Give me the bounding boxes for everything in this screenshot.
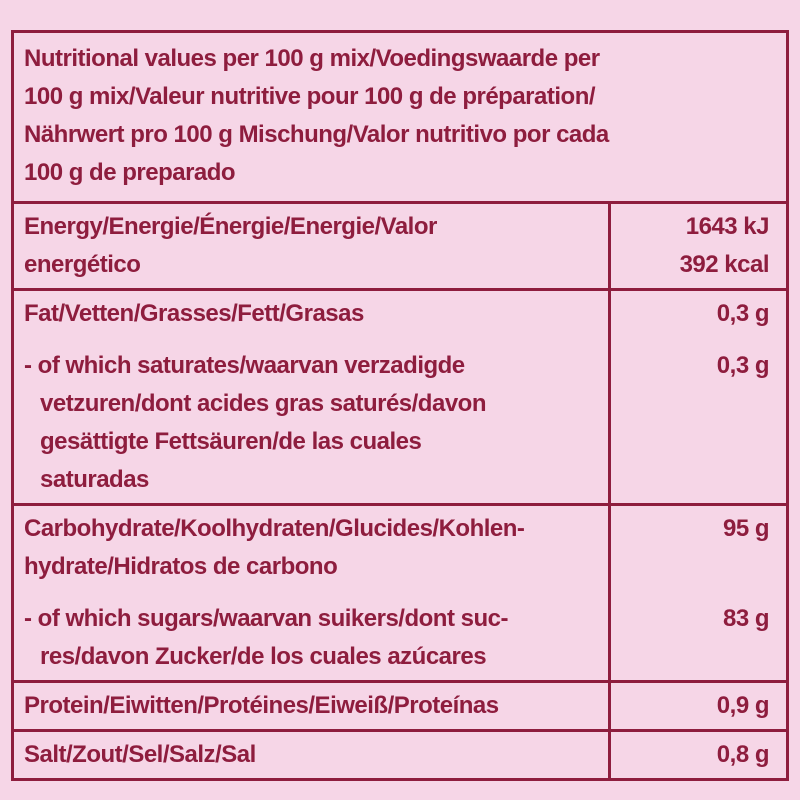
row-energy: Energy/Energie/Énergie/Energie/Valor ene… <box>14 204 786 288</box>
energy-label: Energy/Energie/Énergie/Energie/Valor ene… <box>24 213 437 278</box>
fat-value: 0,3 g <box>608 291 786 337</box>
saturates-value: 0,3 g <box>608 337 786 503</box>
nutrition-facts-table: Nutritional values per 100 g mix/Voeding… <box>11 30 789 781</box>
energy-value: 1643 kJ 392 kcal <box>608 204 786 288</box>
protein-value: 0,9 g <box>608 683 786 729</box>
row-fat: Fat/Vetten/Grasses/Fett/Grasas 0,3 g <box>14 291 786 337</box>
fat-label: Fat/Vetten/Grasses/Fett/Grasas <box>24 300 364 327</box>
salt-value: 0,8 g <box>608 732 786 778</box>
row-protein: Protein/Eiwitten/Protéines/Eiweiß/Proteí… <box>14 683 786 729</box>
row-saturates: - of which saturates/waarvan verzadigde … <box>14 337 786 503</box>
carbohydrate-value: 95 g <box>608 506 786 590</box>
saturates-label: - of which saturates/waarvan verzadigde … <box>24 352 486 493</box>
section-protein: Protein/Eiwitten/Protéines/Eiweiß/Proteí… <box>14 683 786 732</box>
salt-label: Salt/Zout/Sel/Salz/Sal <box>24 741 256 768</box>
table-header: Nutritional values per 100 g mix/Voeding… <box>14 33 786 204</box>
section-energy: Energy/Energie/Énergie/Energie/Valor ene… <box>14 204 786 291</box>
row-sugars: - of which sugars/waarvan suikers/dont s… <box>14 590 786 680</box>
row-carbohydrate: Carbohydrate/Koolhydraten/Glucides/Kohle… <box>14 506 786 590</box>
sugars-label: - of which sugars/waarvan suikers/dont s… <box>24 605 508 670</box>
section-fat: Fat/Vetten/Grasses/Fett/Grasas 0,3 g - o… <box>14 291 786 506</box>
section-salt: Salt/Zout/Sel/Salz/Sal 0,8 g <box>14 732 786 778</box>
row-salt: Salt/Zout/Sel/Salz/Sal 0,8 g <box>14 732 786 778</box>
carbohydrate-label: Carbohydrate/Koolhydraten/Glucides/Kohle… <box>24 515 525 580</box>
section-carbohydrate: Carbohydrate/Koolhydraten/Glucides/Kohle… <box>14 506 786 683</box>
sugars-value: 83 g <box>608 590 786 680</box>
protein-label: Protein/Eiwitten/Protéines/Eiweiß/Proteí… <box>24 692 499 719</box>
